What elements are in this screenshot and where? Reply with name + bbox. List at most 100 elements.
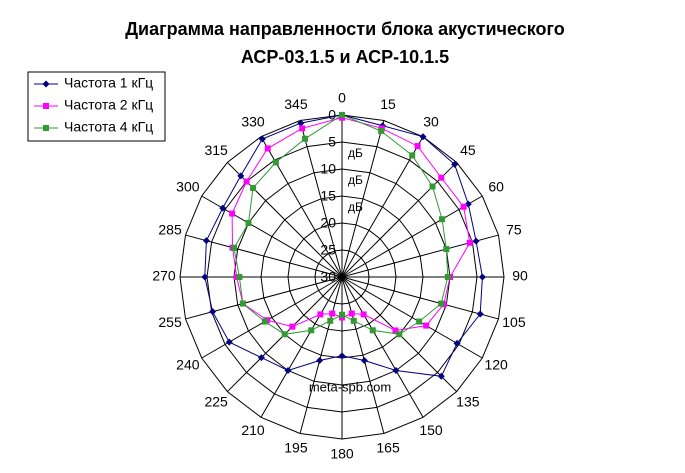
data-point (272, 159, 279, 166)
angle-label: 90 (512, 268, 528, 284)
data-point (201, 273, 209, 281)
r-tick-label: 5 (328, 134, 336, 150)
data-point (329, 310, 336, 317)
data-point (209, 308, 217, 316)
angle-label: 0 (338, 90, 346, 106)
angle-label: 315 (204, 142, 228, 158)
data-point (348, 310, 355, 317)
data-point (451, 160, 459, 168)
series-line (204, 114, 483, 377)
data-point (219, 204, 227, 212)
r-unit: дБ (348, 173, 363, 187)
data-point (225, 338, 233, 346)
data-point (378, 127, 385, 134)
data-point (297, 119, 305, 127)
data-point (327, 317, 334, 324)
data-point (281, 331, 288, 338)
data-point (478, 273, 486, 281)
data-point (339, 112, 345, 118)
legend-label: Частота 2 кГц (64, 97, 153, 113)
data-point (423, 322, 430, 329)
angle-label: 15 (380, 96, 396, 112)
angle-label: 195 (284, 440, 308, 456)
angle-label: 345 (284, 96, 308, 112)
data-point (317, 311, 324, 318)
grid-spoke (341, 276, 483, 359)
grid-spoke (201, 195, 343, 278)
angle-label: 330 (241, 114, 265, 130)
angle-label: 45 (460, 142, 476, 158)
grid-spoke (341, 136, 424, 278)
data-point (237, 172, 245, 180)
legend-label: Частота 4 кГц (64, 119, 153, 135)
data-point (261, 318, 268, 325)
data-point (369, 327, 376, 334)
data-point (472, 237, 480, 245)
data-point (476, 310, 484, 318)
data-point (392, 367, 400, 375)
angle-label: 75 (506, 222, 522, 238)
data-point (360, 311, 367, 318)
data-point (229, 210, 236, 217)
data-point (466, 239, 473, 246)
data-point (245, 220, 252, 226)
angle-label: 60 (488, 179, 504, 195)
data-point (444, 274, 451, 280)
data-point (438, 300, 445, 307)
legend-marker (42, 80, 50, 88)
r-tick-label: 0 (328, 107, 336, 123)
grid-spoke (260, 276, 343, 418)
angle-label: 210 (241, 422, 265, 438)
data-point (308, 327, 315, 334)
angle-label: 150 (419, 422, 443, 438)
legend-marker (43, 125, 49, 131)
data-point (236, 274, 243, 280)
data-point (429, 183, 436, 190)
r-unit: дБ (348, 146, 363, 160)
data-point (289, 323, 296, 330)
angle-label: 255 (158, 314, 182, 330)
data-point (416, 318, 423, 325)
angle-label: 270 (152, 268, 176, 284)
angle-label: 285 (158, 222, 182, 238)
data-point (202, 237, 210, 245)
grid-spoke (185, 234, 343, 278)
angle-label: 165 (376, 440, 400, 456)
data-point (460, 203, 467, 210)
grid-spoke (341, 276, 385, 434)
r-tick-label: 25 (320, 242, 336, 258)
data-point (438, 174, 445, 181)
data-point (258, 135, 266, 143)
annotation: meta-spb.com (309, 379, 391, 394)
data-point (284, 367, 292, 375)
legend-label: Частота 1 кГц (64, 75, 153, 91)
legend-marker (43, 103, 49, 109)
angle-label: 240 (176, 357, 200, 373)
grid-spoke (341, 276, 499, 320)
data-point (437, 372, 445, 380)
data-point (299, 125, 306, 132)
angle-label: 225 (204, 394, 228, 410)
r-tick-label: 10 (320, 161, 336, 177)
angle-label: 105 (502, 314, 526, 330)
angle-label: 180 (330, 446, 354, 462)
grid-spoke (341, 120, 385, 278)
angle-label: 135 (456, 394, 480, 410)
data-point (301, 135, 308, 142)
grid-spoke (341, 195, 483, 278)
r-unit: дБ (348, 200, 363, 214)
data-point (419, 133, 427, 141)
grid-spoke (299, 276, 343, 434)
data-point (409, 152, 416, 159)
data-point (350, 317, 357, 324)
data-point (243, 178, 250, 185)
chart-title: Диаграмма направленности блока акустичес… (125, 19, 565, 39)
data-point (360, 356, 368, 364)
data-point (414, 143, 421, 150)
data-point (257, 354, 265, 362)
data-point (392, 327, 399, 334)
chart-title: АСР-03.1.5 и АСР-10.1.5 (241, 47, 449, 67)
grid-spoke (201, 276, 343, 359)
data-point (239, 300, 246, 307)
